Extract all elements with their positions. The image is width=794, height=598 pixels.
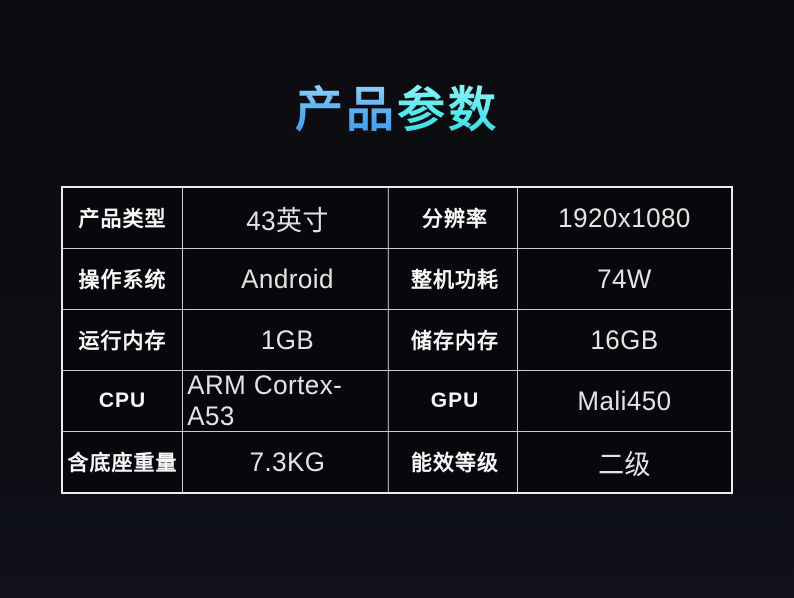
- spec-table: 产品类型 43英寸 分辨率 1920x1080 操作系统 Android 整机功…: [61, 186, 733, 494]
- value-resolution: 1920x1080: [522, 188, 727, 248]
- spec-row-memory: 运行内存 1GB 储存内存 16GB: [63, 310, 731, 371]
- value-operating-system: Android: [187, 249, 389, 309]
- value-product-type: 43英寸: [187, 188, 389, 248]
- spec-row-cpu-gpu: CPU ARM Cortex-A53 GPU Mali450: [63, 371, 731, 432]
- value-power-consumption: 74W: [522, 249, 727, 309]
- page-title: 产品参数: [0, 84, 794, 137]
- value-energy-rating: 二级: [522, 432, 727, 492]
- page-title-part-2: 参数: [397, 84, 500, 137]
- label-energy-rating: 能效等级: [393, 432, 518, 492]
- page-title-part-1: 产品: [294, 84, 397, 137]
- label-weight-with-stand: 含底座重量: [63, 432, 183, 492]
- label-gpu: GPU: [393, 371, 518, 431]
- label-operating-system: 操作系统: [63, 249, 183, 309]
- label-cpu: CPU: [63, 371, 183, 431]
- spec-row-product-type: 产品类型 43英寸 分辨率 1920x1080: [63, 188, 731, 249]
- value-cpu: ARM Cortex-A53: [187, 371, 389, 431]
- label-resolution: 分辨率: [393, 188, 518, 248]
- spec-row-weight-energy: 含底座重量 7.3KG 能效等级 二级: [63, 432, 731, 492]
- label-product-type: 产品类型: [63, 188, 183, 248]
- value-storage: 16GB: [522, 310, 727, 370]
- value-gpu: Mali450: [522, 371, 727, 431]
- value-ram: 1GB: [187, 310, 389, 370]
- value-weight-with-stand: 7.3KG: [187, 432, 389, 492]
- spec-row-os-power: 操作系统 Android 整机功耗 74W: [63, 249, 731, 310]
- label-storage: 储存内存: [393, 310, 518, 370]
- label-ram: 运行内存: [63, 310, 183, 370]
- label-power-consumption: 整机功耗: [393, 249, 518, 309]
